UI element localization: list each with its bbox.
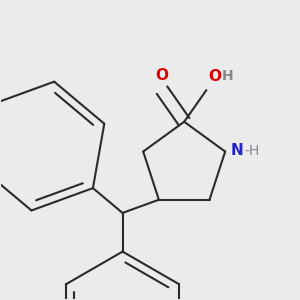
Text: O: O	[208, 69, 221, 84]
Text: -H: -H	[244, 144, 260, 158]
Text: O: O	[155, 68, 169, 83]
Text: N: N	[230, 142, 243, 158]
Text: H: H	[222, 69, 233, 83]
